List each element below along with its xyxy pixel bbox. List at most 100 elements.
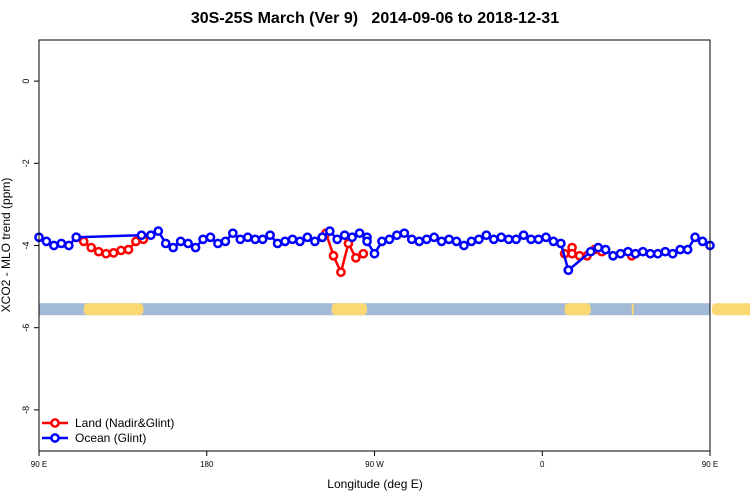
data-point [49, 240, 59, 251]
data-point [175, 236, 186, 247]
data-point [496, 232, 507, 243]
y-tick-label: -6 [21, 324, 31, 332]
data-point [250, 234, 261, 245]
data-point [369, 248, 380, 259]
x-tick-label: 90 E [31, 460, 47, 469]
data-point [526, 234, 536, 245]
x-tick-label: 90 E [702, 460, 718, 469]
series-ocean [34, 226, 715, 276]
data-point [108, 248, 119, 258]
data-point [227, 228, 238, 239]
data-point [615, 248, 626, 259]
data-point [436, 236, 447, 247]
data-point [667, 248, 678, 259]
data-point [213, 238, 223, 249]
data-point [630, 248, 641, 259]
data-point [358, 248, 369, 259]
data-point [295, 236, 305, 247]
data-point [421, 234, 432, 245]
data-point [608, 250, 618, 261]
data-point [429, 232, 439, 243]
data-point [362, 236, 372, 247]
data-point [406, 234, 417, 245]
land-band-segment [711, 303, 750, 316]
data-point [585, 246, 596, 257]
data-point [675, 244, 686, 255]
legend: Land (Nadir&Glint)Ocean (Glint) [42, 416, 174, 445]
data-point [518, 230, 529, 241]
data-point [41, 236, 52, 247]
data-point [78, 236, 89, 247]
data-point [332, 234, 343, 245]
data-point [145, 230, 156, 241]
plot-frame [38, 39, 711, 452]
data-point [302, 232, 313, 243]
data-point [459, 240, 469, 251]
data-point [101, 248, 111, 259]
data-point [638, 246, 648, 257]
data-point [563, 265, 574, 276]
land-ocean-band [39, 303, 750, 316]
legend-entry: Ocean (Glint) [42, 431, 146, 445]
data-point [287, 234, 298, 245]
data-point [399, 228, 410, 239]
data-point [71, 232, 82, 243]
x-tick-label: 0 [540, 460, 545, 469]
data-point [414, 236, 425, 247]
land-band-segment [564, 303, 591, 316]
data-point [511, 234, 522, 245]
data-point [697, 236, 708, 247]
x-axis: 90 E 180 90 W 0 90 E [31, 451, 718, 469]
y-axis-label: XCO2 - MLO trend (ppm) [0, 178, 13, 313]
data-point [600, 244, 611, 255]
x-tick-label: 90 W [365, 460, 384, 469]
x-axis-label: Longitude (deg E) [327, 477, 422, 491]
y-tick-label: -2 [21, 159, 31, 167]
data-point [168, 242, 179, 253]
series-layer [34, 226, 715, 278]
data-point [623, 246, 633, 257]
data-point [160, 238, 171, 249]
data-point [235, 234, 246, 245]
data-point [488, 234, 499, 245]
ocean-band [39, 303, 710, 316]
data-point [660, 246, 671, 257]
y-axis: 0 -2 -4 -6 -8 [21, 79, 39, 414]
data-point [242, 232, 253, 243]
data-point [533, 234, 544, 245]
chart-title: 30S-25S March (Ver 9) 2014-09-06 to 2018… [0, 10, 750, 28]
data-point [593, 242, 604, 253]
data-point [56, 238, 67, 249]
data-point [444, 234, 454, 245]
title-date-range: 2014-09-06 to 2018-12-31 [371, 10, 560, 27]
data-point [347, 232, 357, 243]
data-point [63, 240, 74, 251]
data-point [310, 236, 320, 247]
land-band-segment [83, 303, 144, 316]
data-point [153, 226, 164, 236]
data-point [257, 234, 268, 245]
data-point [339, 230, 350, 241]
data-point [272, 238, 283, 249]
x-tick-label: 180 [200, 460, 214, 469]
data-point [116, 245, 126, 256]
data-point [451, 236, 462, 247]
data-point [645, 248, 656, 259]
y-tick-label: -8 [21, 406, 31, 414]
data-point [220, 236, 231, 247]
data-point [328, 250, 339, 261]
data-point [86, 242, 97, 253]
data-point [567, 248, 577, 259]
data-point [384, 234, 395, 245]
y-tick-label: -4 [21, 241, 31, 249]
data-point [392, 230, 402, 241]
data-point [280, 236, 290, 247]
data-point [503, 234, 514, 245]
data-point [466, 236, 477, 247]
data-point [682, 244, 693, 255]
data-point [690, 232, 700, 243]
legend-marker [50, 433, 60, 443]
land-band-segment [331, 303, 368, 316]
data-point [474, 234, 484, 245]
